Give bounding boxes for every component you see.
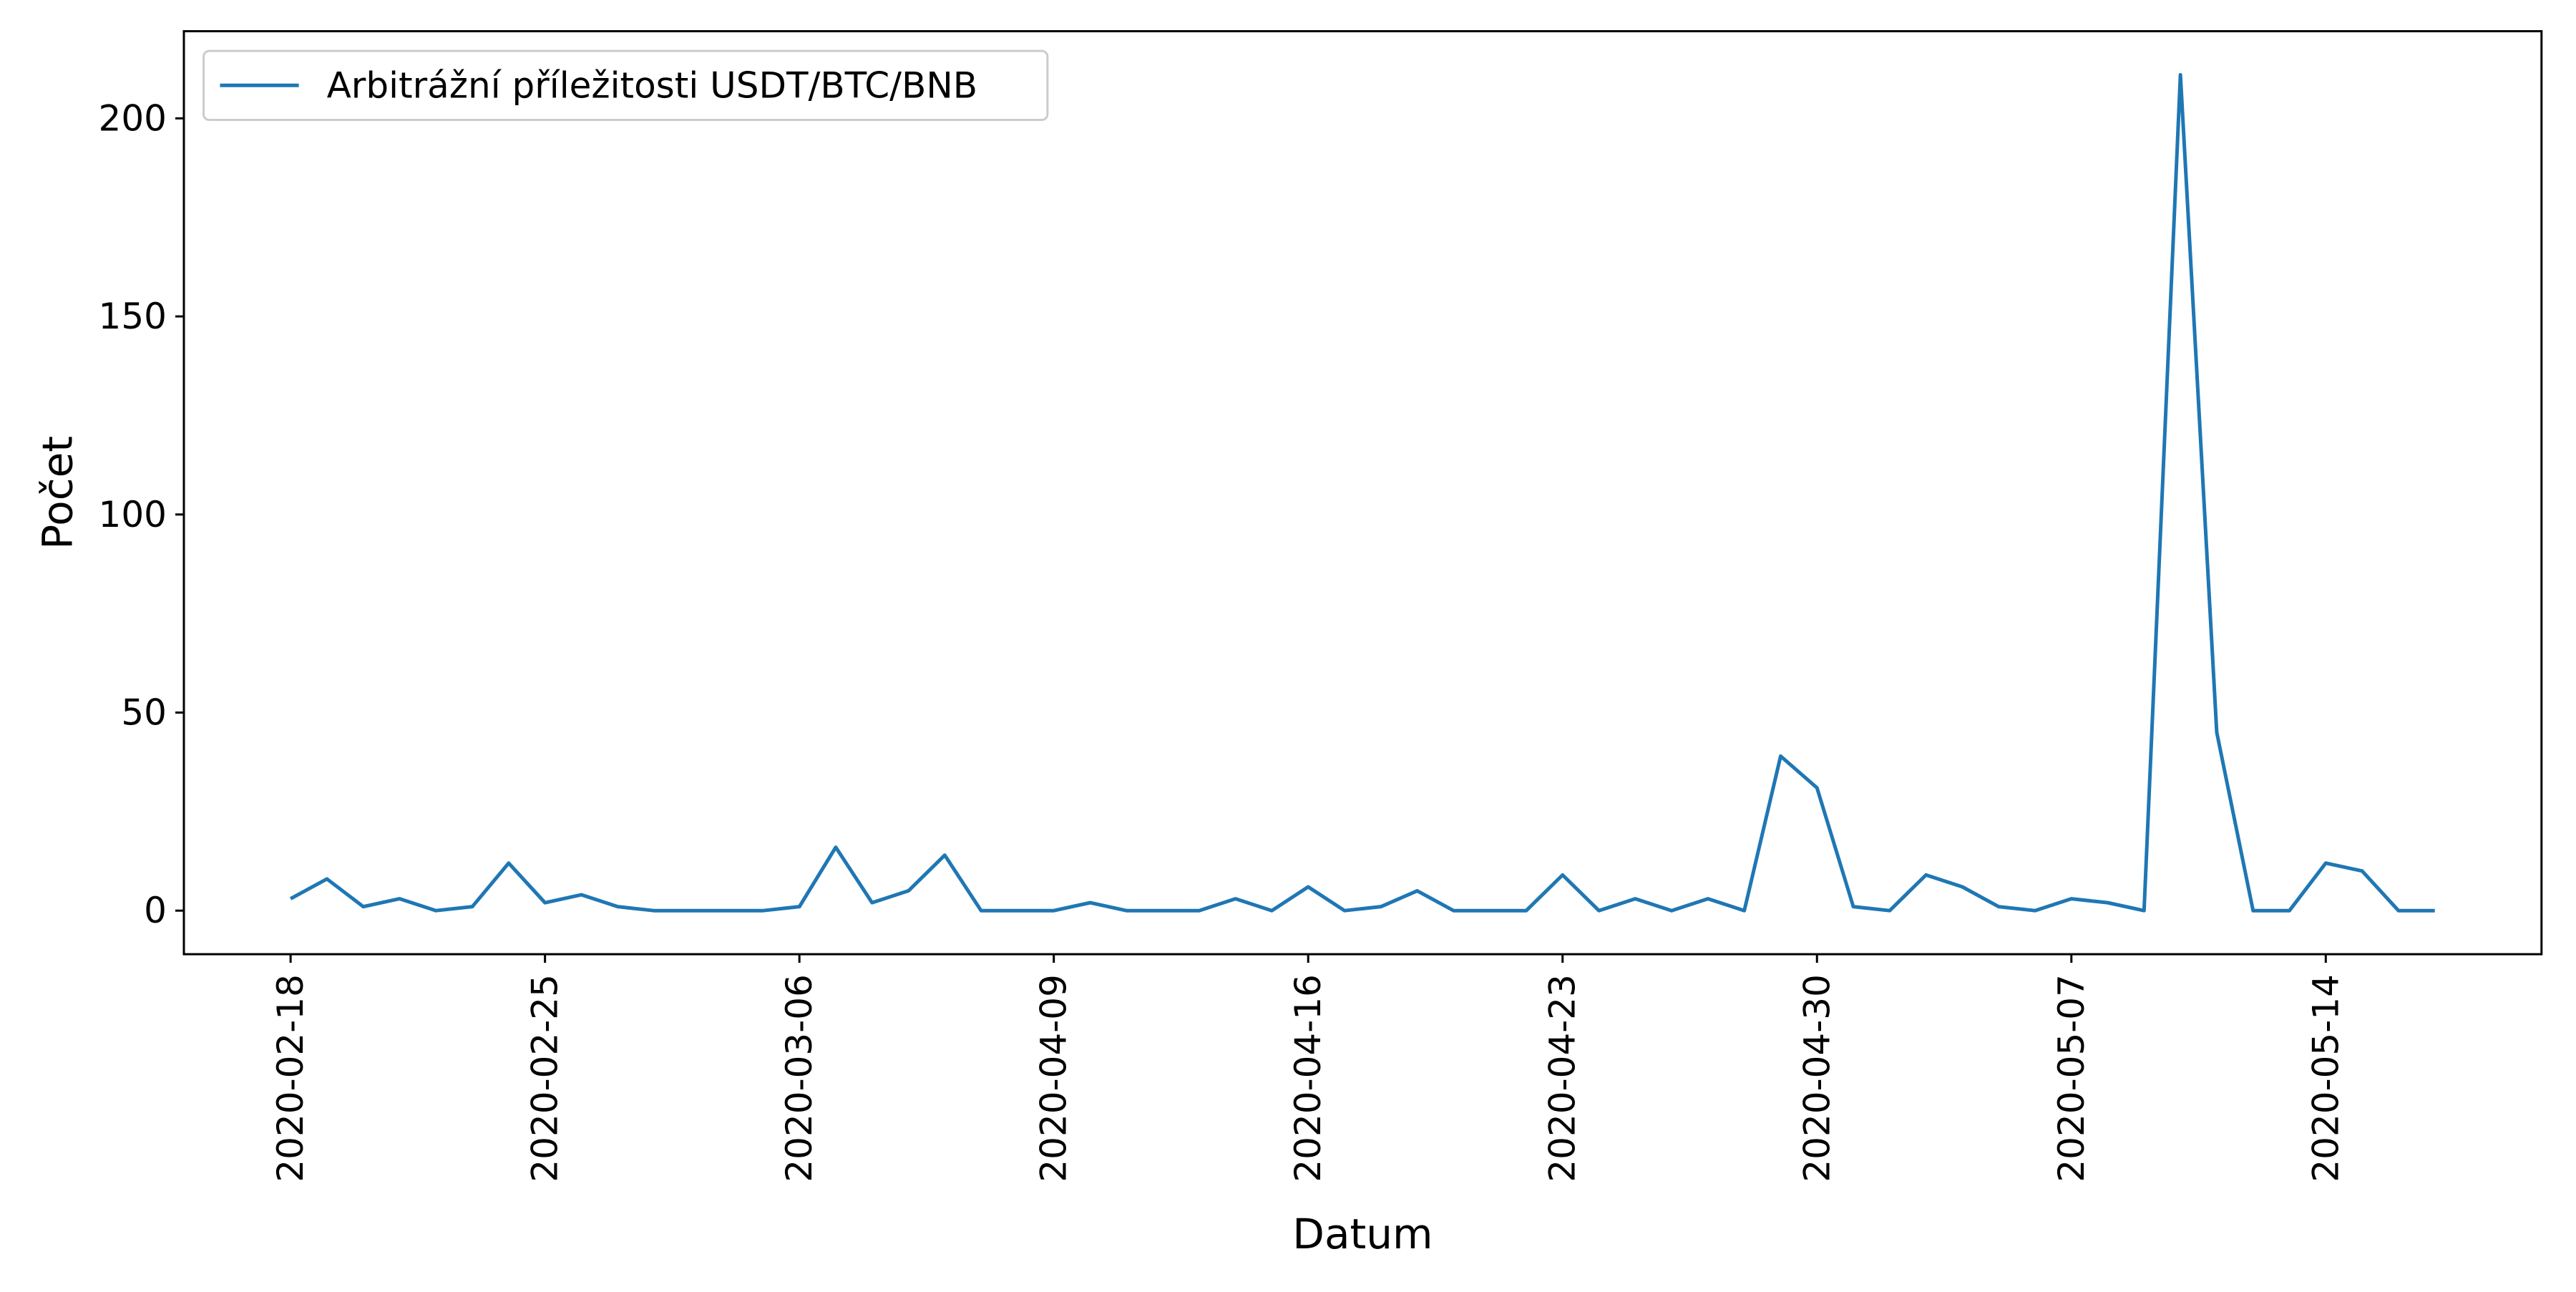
x-tick-label: 2020-04-16 [1287, 974, 1329, 1182]
x-tick-label: 2020-05-07 [2051, 974, 2092, 1182]
y-tick-label: 200 [99, 97, 167, 139]
y-axis-label: Počet [33, 436, 82, 550]
legend-box [203, 49, 1049, 121]
x-tick-label: 2020-03-06 [779, 974, 820, 1182]
plot-area-frame [182, 30, 2543, 956]
x-tick-label: 2020-02-18 [270, 974, 311, 1182]
series-layer [289, 72, 2435, 913]
x-axis-label: Datum [1292, 1210, 1433, 1258]
x-tick-label: 2020-02-25 [525, 974, 566, 1182]
y-axis-ticks: 0 50 100 150 200 [99, 97, 184, 931]
y-tick-label: 100 [99, 494, 167, 535]
y-tick-label: 0 [144, 890, 167, 931]
x-axis-ticks: 2020-02-18 2020-02-25 2020-03-06 2020-04-09… [270, 954, 2346, 1182]
x-tick-label: 2020-04-09 [1033, 974, 1075, 1182]
series-line [289, 72, 2435, 913]
legend: Arbitrážní příležitosti USDT/BTC/BNB [203, 49, 1049, 121]
y-tick-label: 150 [99, 296, 167, 337]
x-tick-label: 2020-04-30 [1796, 974, 1838, 1182]
x-tick-label: 2020-04-23 [1542, 974, 1584, 1182]
x-tick-label: 2020-05-14 [2305, 974, 2346, 1182]
legend-entry-label: Arbitrážní příležitosti USDT/BTC/BNB [327, 64, 977, 106]
y-tick-label: 50 [121, 691, 167, 733]
